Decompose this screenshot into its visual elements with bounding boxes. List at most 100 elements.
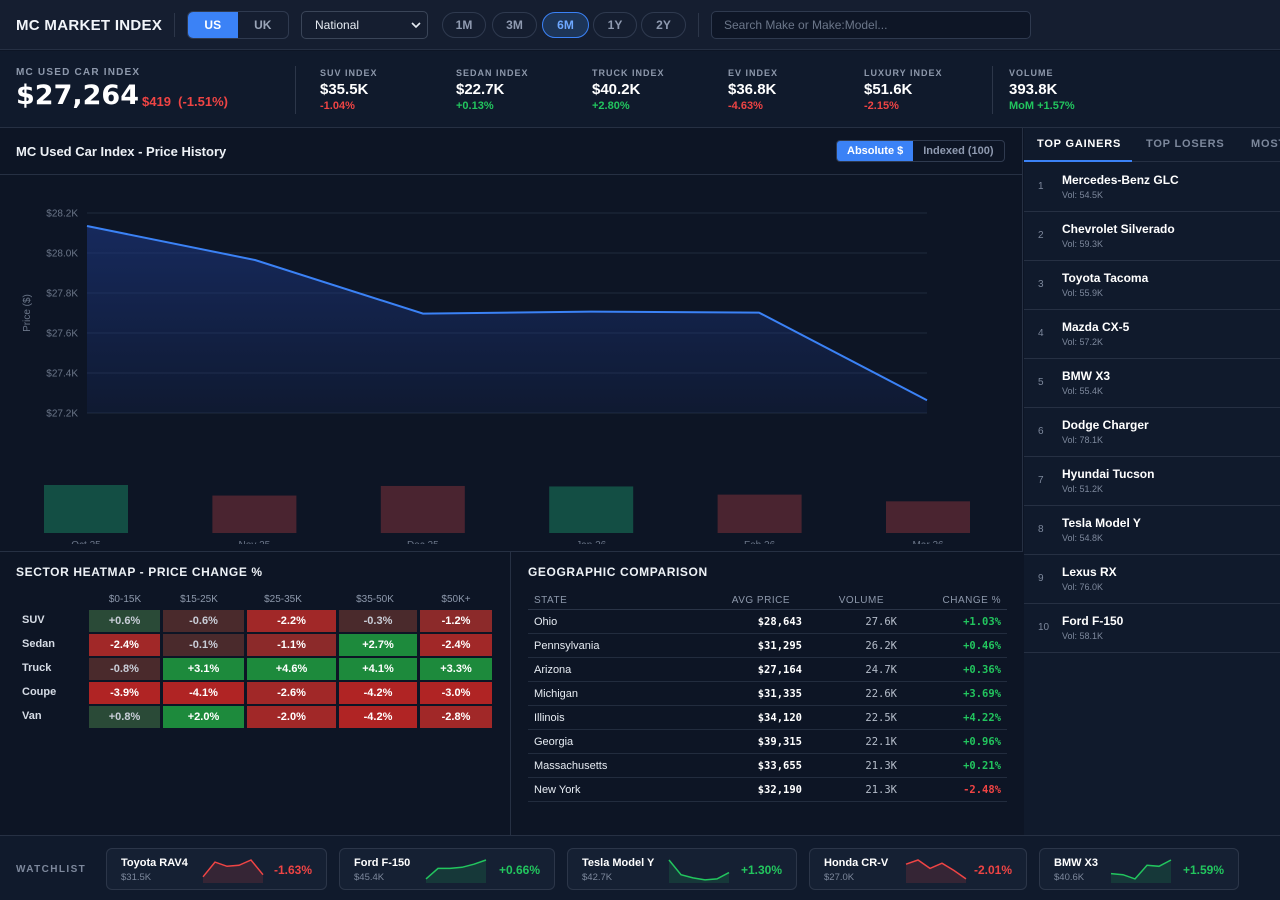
main-index-value: $27,264 — [16, 80, 139, 111]
heatmap-cell[interactable]: -0.3% — [339, 610, 417, 632]
gainer-list-item[interactable]: 3 Toyota Tacoma Vol: 55.9K — [1024, 261, 1280, 310]
watchlist-price: $27.0K — [824, 872, 855, 883]
region-us-button[interactable]: US — [188, 12, 238, 38]
watchlist-name: Ford F-150 — [354, 857, 411, 869]
range-2y-button[interactable]: 2Y — [641, 12, 686, 38]
heatmap-cell[interactable]: -4.2% — [339, 682, 417, 704]
heatmap-cell[interactable]: -2.0% — [247, 706, 336, 728]
gainer-list-item[interactable]: 10 Ford F-150 Vol: 58.1K — [1024, 604, 1280, 653]
heatmap-cell[interactable]: +2.7% — [339, 634, 417, 656]
stat-label: TRUCK INDEX — [592, 68, 665, 78]
gainer-list-item[interactable]: 6 Dodge Charger Vol: 78.1K — [1024, 408, 1280, 457]
heatmap-cell[interactable]: +0.8% — [89, 706, 160, 728]
gainer-name: Dodge Charger — [1062, 418, 1149, 432]
watchlist-card[interactable]: Toyota RAV4 $31.5K -1.63% — [106, 848, 327, 890]
heatmap-cell[interactable]: -0.8% — [89, 658, 160, 680]
heatmap-cell[interactable]: +4.1% — [339, 658, 417, 680]
geo-table-row[interactable]: Georgia $39,315 22.1K +0.96% — [528, 730, 1007, 754]
geo-header-volume: VOLUME — [838, 595, 884, 606]
heatmap-cell[interactable]: -2.2% — [247, 610, 336, 632]
gainer-list-item[interactable]: 5 BMW X3 Vol: 55.4K — [1024, 359, 1280, 408]
gainer-list-item[interactable]: 8 Tesla Model Y Vol: 54.8K — [1024, 506, 1280, 555]
geo-table-row[interactable]: Michigan $31,335 22.6K +3.69% — [528, 682, 1007, 706]
heatmap-cell[interactable]: -3.9% — [89, 682, 160, 704]
avg-price-cell: $33,655 — [757, 760, 802, 772]
search-input[interactable] — [711, 11, 1031, 39]
divider — [0, 551, 1023, 552]
geo-table-row[interactable]: Ohio $28,643 27.6K +1.03% — [528, 610, 1007, 634]
watchlist-card[interactable]: Ford F-150 $45.4K +0.66% — [339, 848, 555, 890]
stat-change: MoM +1.57% — [1009, 100, 1075, 112]
tab-most[interactable]: MOST — [1251, 138, 1280, 150]
range-6m-button[interactable]: 6M — [542, 12, 589, 38]
watchlist-card[interactable]: Tesla Model Y $42.7K +1.30% — [567, 848, 797, 890]
geo-table-row[interactable]: Massachusetts $33,655 21.3K +0.21% — [528, 754, 1007, 778]
watchlist-card[interactable]: BMW X3 $40.6K +1.59% — [1039, 848, 1239, 890]
gainer-list-item[interactable]: 7 Hyundai Tucson Vol: 51.2K — [1024, 457, 1280, 506]
absolute-mode-button[interactable]: Absolute $ — [837, 141, 914, 161]
heatmap-cell[interactable]: +2.0% — [163, 706, 244, 728]
state-cell: New York — [534, 784, 581, 796]
heatmap-row-label: Sedan — [22, 638, 56, 650]
watchlist-change: -1.63% — [273, 863, 312, 877]
indexed-mode-button[interactable]: Indexed (100) — [923, 145, 994, 157]
x-tick-label: Feb 26 — [744, 540, 776, 551]
heatmap-cell[interactable]: -0.6% — [163, 610, 244, 632]
range-3m-button[interactable]: 3M — [492, 12, 537, 38]
heatmap-cell[interactable]: -1.2% — [420, 610, 492, 632]
heatmap-cell[interactable]: -2.8% — [420, 706, 492, 728]
x-tick-label: Jan 26 — [576, 540, 606, 551]
stat-label: SEDAN INDEX — [456, 68, 529, 78]
tab-top-gainers[interactable]: TOP GAINERS — [1037, 138, 1122, 150]
sparkline-area — [426, 860, 486, 883]
heatmap-cell[interactable]: -2.4% — [420, 634, 492, 656]
y-tick-label: $27.8K — [46, 289, 78, 300]
heatmap-cell[interactable]: +0.6% — [89, 610, 160, 632]
watchlist-card[interactable]: Honda CR-V $27.0K -2.01% — [809, 848, 1027, 890]
heatmap-cell[interactable]: -3.0% — [420, 682, 492, 704]
geo-table-row[interactable]: Arizona $27,164 24.7K +0.36% — [528, 658, 1007, 682]
truck-index-stat: TRUCK INDEX $40.2K +2.80% — [592, 68, 665, 112]
heatmap-cell[interactable]: -2.4% — [89, 634, 160, 656]
stat-change: +2.80% — [592, 100, 630, 112]
volume-cell: 26.2K — [865, 640, 897, 652]
gainer-volume: Vol: 76.0K — [1062, 582, 1104, 592]
gainer-list-item[interactable]: 2 Chevrolet Silverado Vol: 59.3K — [1024, 212, 1280, 261]
watchlist-change: -2.01% — [973, 863, 1012, 877]
stat-label: SUV INDEX — [320, 68, 378, 78]
heatmap-cell[interactable]: -4.1% — [163, 682, 244, 704]
heatmap-cell[interactable]: -2.6% — [247, 682, 336, 704]
stat-change: +0.13% — [456, 100, 494, 112]
watchlist-price: $45.4K — [354, 872, 385, 883]
price-history-chart: $28.2K $28.0K $27.8K $27.6K $27.4K $27.2K Pri… — [22, 209, 970, 551]
range-1y-button[interactable]: 1Y — [593, 12, 637, 38]
heatmap-cell[interactable]: +4.6% — [247, 658, 336, 680]
watchlist-change: +1.59% — [1182, 863, 1224, 877]
movers-panel: TOP GAINERS TOP LOSERS MOST 1 Mercedes-Be… — [1024, 128, 1280, 835]
tab-top-losers[interactable]: TOP LOSERS — [1146, 138, 1225, 150]
gainer-list-item[interactable]: 9 Lexus RX Vol: 76.0K — [1024, 555, 1280, 604]
heatmap-cell[interactable]: +3.1% — [163, 658, 244, 680]
divider — [0, 174, 1023, 175]
y-tick-label: $27.6K — [46, 329, 78, 340]
gainer-list-item[interactable]: 4 Mazda CX-5 Vol: 57.2K — [1024, 310, 1280, 359]
sparkline-area — [669, 860, 729, 883]
heatmap-cell[interactable]: -4.2% — [339, 706, 417, 728]
geo-table-row[interactable]: Pennsylvania $31,295 26.2K +0.46% — [528, 634, 1007, 658]
range-1m-button[interactable]: 1M — [442, 12, 486, 38]
heatmap-cell[interactable]: -0.1% — [163, 634, 244, 656]
gainer-volume: Vol: 55.9K — [1062, 288, 1104, 298]
gainer-volume: Vol: 59.3K — [1062, 239, 1104, 249]
scope-select[interactable]: National — [301, 11, 428, 39]
heatmap-cell[interactable]: -1.1% — [247, 634, 336, 656]
geo-table-row[interactable]: New York $32,190 21.3K -2.48% — [528, 778, 1007, 802]
stat-label: EV INDEX — [728, 68, 779, 78]
watchlist-label: WATCHLIST — [16, 864, 87, 875]
x-tick-label: Oct 25 — [71, 540, 101, 551]
gainer-list-item[interactable]: 1 Mercedes-Benz GLC Vol: 54.5K — [1024, 163, 1280, 212]
region-uk-button[interactable]: UK — [254, 18, 272, 32]
heatmap-column-header: $0-15K — [108, 594, 142, 605]
geo-table-row[interactable]: Illinois $34,120 22.5K +4.22% — [528, 706, 1007, 730]
heatmap-cell[interactable]: +3.3% — [420, 658, 492, 680]
sparkline-chart — [425, 859, 487, 883]
